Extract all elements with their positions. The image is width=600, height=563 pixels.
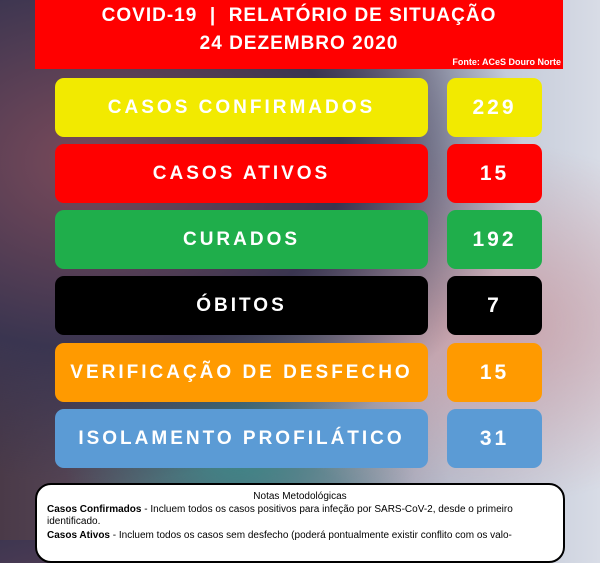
note-term: Casos Confirmados [47,504,142,515]
stat-label: ÓBITOS [55,276,428,335]
stat-label: CURADOS [55,210,428,269]
stat-row-isolation: ISOLAMENTO PROFILÁTICO 31 [55,409,542,468]
stat-label: CASOS CONFIRMADOS [55,78,428,137]
notes-title: Notas Metodológicas [253,491,347,502]
stat-label: VERIFICAÇÃO DE DESFECHO [55,343,428,402]
stat-value: 7 [447,276,542,335]
stat-value: 229 [447,78,542,137]
stat-row-recovered: CURADOS 192 [55,210,542,269]
stat-label: CASOS ATIVOS [55,144,428,203]
stat-row-confirmed: CASOS CONFIRMADOS 229 [55,78,542,137]
note-confirmed: Casos Confirmados - Incluem todos os cas… [47,504,553,528]
stat-value: 15 [447,343,542,402]
note-term: Casos Ativos [47,530,110,541]
stat-value: 31 [447,409,542,468]
stat-row-outcome-pending: VERIFICAÇÃO DE DESFECHO 15 [55,343,542,402]
note-text: - Incluem todos os casos positivos para … [47,504,513,527]
source-label: Fonte: ACeS Douro Norte [452,57,561,67]
note-active: Casos Ativos - Incluem todos os casos se… [47,530,553,542]
stat-value: 15 [447,144,542,203]
report-title: COVID-19 | RELATÓRIO DE SITUAÇÃO [101,5,497,26]
report-date: 24 DEZEMBRO 2020 [199,33,399,54]
stat-row-deaths: ÓBITOS 7 [55,276,542,335]
methodology-notes: Notas Metodológicas Casos Confirmados - … [35,483,565,563]
note-text: - Incluem todos os casos sem desfecho (p… [109,530,512,541]
stat-row-active: CASOS ATIVOS 15 [55,144,542,203]
stat-value: 192 [447,210,542,269]
report-header: COVID-19 | RELATÓRIO DE SITUAÇÃO 24 DEZE… [35,0,563,69]
stat-label: ISOLAMENTO PROFILÁTICO [55,409,428,468]
